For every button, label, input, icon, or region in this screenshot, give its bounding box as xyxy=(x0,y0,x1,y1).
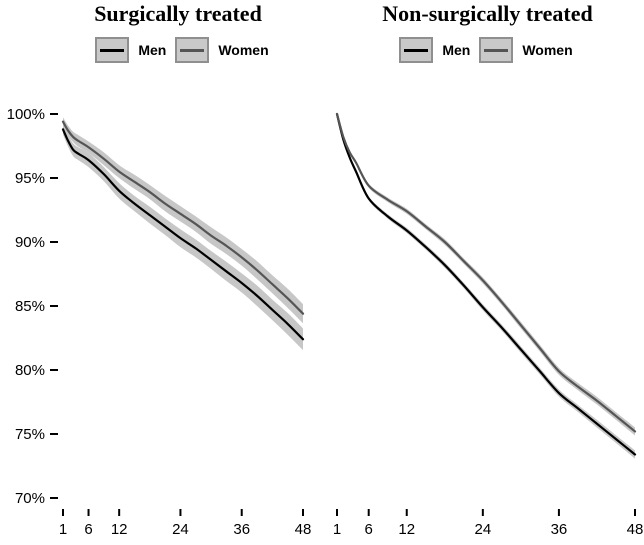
men-line-swatch-icon xyxy=(404,48,429,52)
x-axis-tick-label: 1 xyxy=(59,521,67,538)
x-axis-tick-label: 36 xyxy=(551,521,568,538)
y-axis-tick-label: 70% xyxy=(15,490,45,507)
legend-nonsurgical-panel: Men Women xyxy=(337,36,637,64)
women-confidence-band xyxy=(337,112,635,436)
panel-title-non-surgically-treated: Non-surgically treated xyxy=(382,1,593,26)
x-axis-tick-label: 12 xyxy=(398,521,415,538)
men-survival-line xyxy=(335,112,637,456)
legend-key-women-icon xyxy=(479,37,514,63)
panel-1-plot: 100% 95% 90% 85% 80% 75% 70% 1 6 12 24 36 48 xyxy=(7,106,312,538)
men-line-swatch-icon xyxy=(100,48,125,52)
panel-2-plot: 1 6 12 24 36 48 xyxy=(333,112,644,538)
legend-key-men-icon xyxy=(95,37,130,63)
women-line-swatch-icon xyxy=(484,48,509,52)
y-axis-tick-label: 100% xyxy=(7,106,45,123)
x-axis-tick-label: 1 xyxy=(333,521,341,538)
legend-label-men: Men xyxy=(442,42,471,58)
y-axis-tick-label: 90% xyxy=(15,234,45,251)
x-axis-tick-label: 12 xyxy=(111,521,128,538)
legend-label-men: Men xyxy=(138,42,167,58)
women-survival-line xyxy=(335,112,637,433)
y-axis-tick-label: 80% xyxy=(15,362,45,379)
x-axis-tick-label: 6 xyxy=(84,521,92,538)
women-confidence-band xyxy=(63,117,303,324)
x-axis-tick-label: 36 xyxy=(233,521,250,538)
legend-surgical-panel: Men Women xyxy=(58,36,308,64)
y-axis-tick-label: 85% xyxy=(15,298,45,315)
x-axis-tick-label: 48 xyxy=(627,521,644,538)
men-survival-line xyxy=(61,128,305,341)
women-survival-line xyxy=(61,120,305,315)
x-axis-tick-label: 6 xyxy=(365,521,373,538)
x-axis-tick-label: 24 xyxy=(172,521,189,538)
panel-title-surgically-treated: Surgically treated xyxy=(94,1,262,26)
legend-key-women-icon xyxy=(175,37,210,63)
men-confidence-band xyxy=(63,124,303,351)
y-axis-tick-label: 95% xyxy=(15,170,45,187)
women-line-swatch-icon xyxy=(180,48,205,52)
legend-key-men-icon xyxy=(399,37,434,63)
legend-label-women: Women xyxy=(218,42,269,58)
y-axis-tick-label: 75% xyxy=(15,426,45,443)
x-axis-tick-label: 48 xyxy=(295,521,312,538)
legend-label-women: Women xyxy=(522,42,573,58)
x-axis-tick-label: 24 xyxy=(474,521,491,538)
